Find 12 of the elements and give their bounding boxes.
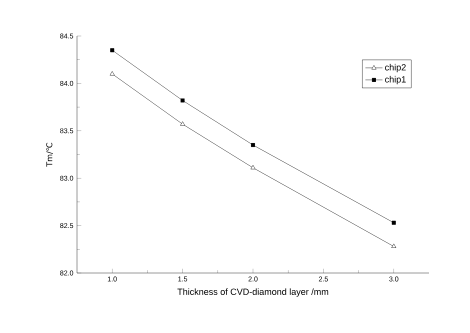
point xyxy=(180,98,185,102)
point xyxy=(392,220,396,225)
legend-label: chip1 xyxy=(385,76,406,84)
y-axis-title: Tm/℃ xyxy=(46,142,53,167)
point xyxy=(180,121,186,126)
point xyxy=(250,164,256,170)
point xyxy=(251,143,255,148)
point xyxy=(391,244,396,248)
point xyxy=(110,71,115,76)
x-axis-title: Thickness of CVD-diamond layer /mm xyxy=(177,288,328,297)
point xyxy=(110,48,114,52)
legend-label: chip2 xyxy=(385,64,406,72)
